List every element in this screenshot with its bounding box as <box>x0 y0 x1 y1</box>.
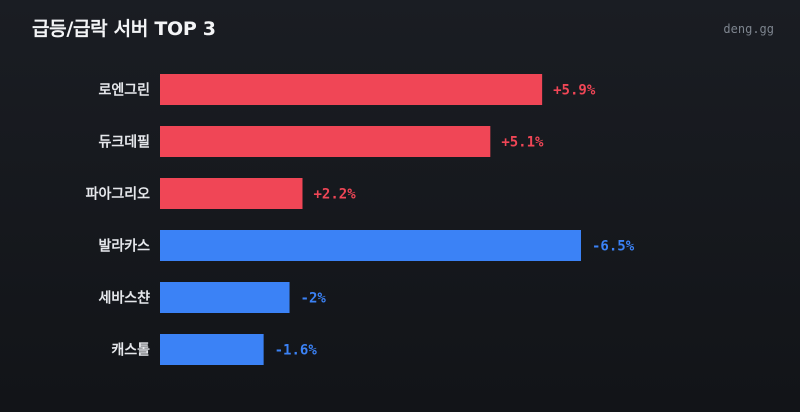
category-label: 캐스톨 <box>111 342 150 359</box>
value-label: -2% <box>301 291 327 307</box>
bar <box>160 230 581 261</box>
brand-label: deng.gg <box>723 22 774 36</box>
bar <box>160 334 264 365</box>
bar <box>160 74 543 105</box>
category-label: 듀크데필 <box>98 134 150 151</box>
bar <box>160 178 303 209</box>
bar <box>160 282 290 313</box>
value-label: -1.6% <box>275 343 318 359</box>
category-label: 로엔그린 <box>98 82 150 99</box>
chart-title: 급등/급락 서버 TOP 3 <box>32 18 216 40</box>
value-label: -6.5% <box>592 239 635 255</box>
bar <box>160 126 491 157</box>
value-label: +5.1% <box>501 135 544 151</box>
category-label: 세바스챤 <box>98 290 150 307</box>
category-label: 파아그리오 <box>86 186 151 203</box>
value-label: +2.2% <box>313 187 356 203</box>
category-label: 발라카스 <box>98 238 150 255</box>
value-label: +5.9% <box>553 83 596 99</box>
